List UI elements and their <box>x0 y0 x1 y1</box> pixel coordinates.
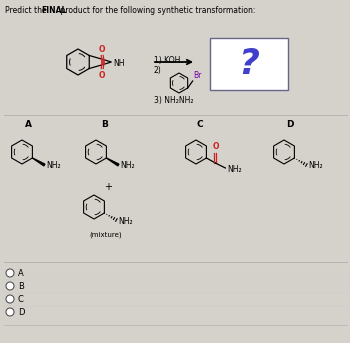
Text: A: A <box>25 120 32 129</box>
Text: O: O <box>212 142 219 151</box>
Text: NH₂: NH₂ <box>120 162 135 170</box>
Text: +: + <box>104 182 112 192</box>
Text: 2): 2) <box>154 66 162 75</box>
Text: A: A <box>18 269 24 278</box>
Text: NH: NH <box>113 59 125 68</box>
FancyBboxPatch shape <box>210 38 288 90</box>
Text: ?: ? <box>238 47 259 81</box>
Text: D: D <box>286 120 294 129</box>
Text: C: C <box>197 120 203 129</box>
Text: NH₂: NH₂ <box>308 162 323 170</box>
Text: C: C <box>18 295 24 304</box>
Text: O: O <box>99 45 105 54</box>
Text: B: B <box>18 282 24 291</box>
Polygon shape <box>33 158 45 166</box>
Circle shape <box>6 269 14 277</box>
Text: FINAL: FINAL <box>42 6 67 15</box>
Text: Br: Br <box>194 71 202 80</box>
Text: 1) KOH: 1) KOH <box>154 56 180 65</box>
Text: NH₂: NH₂ <box>228 165 242 174</box>
Text: Predict the: Predict the <box>5 6 49 15</box>
Text: 3) NH₂NH₂: 3) NH₂NH₂ <box>154 96 194 105</box>
Text: NH₂: NH₂ <box>118 216 133 225</box>
Text: O: O <box>99 71 105 80</box>
Text: NH₂: NH₂ <box>47 162 61 170</box>
Text: B: B <box>102 120 108 129</box>
Text: D: D <box>18 308 24 317</box>
Text: product for the following synthetic transformation:: product for the following synthetic tran… <box>58 6 256 15</box>
Circle shape <box>6 282 14 290</box>
Polygon shape <box>106 158 119 166</box>
Circle shape <box>6 308 14 316</box>
Circle shape <box>6 295 14 303</box>
Text: (mixture): (mixture) <box>90 232 122 238</box>
